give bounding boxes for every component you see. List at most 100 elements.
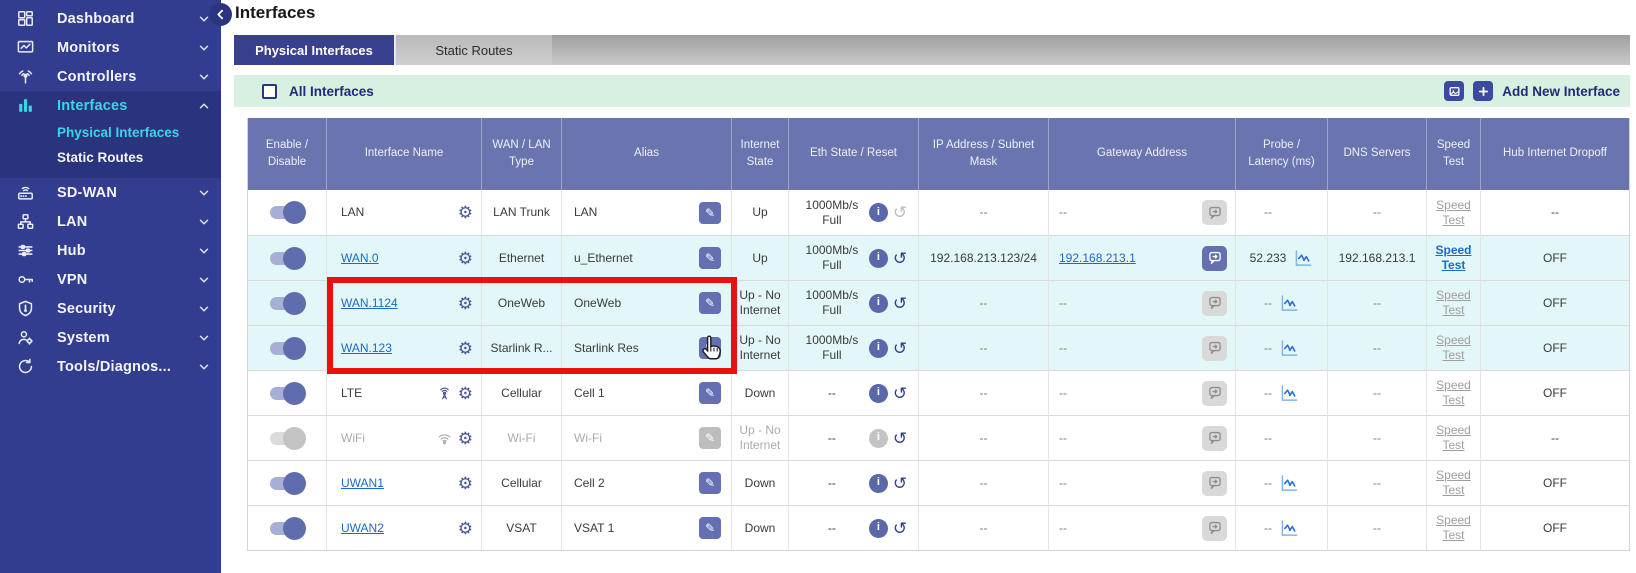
- enable-disable-toggle[interactable]: [270, 297, 303, 310]
- speed-test-link[interactable]: Speed Test: [1434, 423, 1474, 453]
- settings-gear-icon[interactable]: ⚙: [458, 520, 473, 537]
- all-interfaces-checkbox[interactable]: [262, 84, 277, 99]
- interface-name[interactable]: WAN.0: [341, 251, 379, 266]
- enable-disable-toggle[interactable]: [270, 252, 303, 265]
- wan-lan-type: Starlink R...: [482, 325, 562, 370]
- reset-icon[interactable]: ↺: [893, 204, 907, 221]
- gateway-ping-button[interactable]: [1202, 471, 1227, 496]
- info-icon[interactable]: i: [869, 294, 888, 313]
- gateway-ping-button[interactable]: [1202, 200, 1227, 225]
- edit-alias-button[interactable]: ✎: [699, 472, 721, 494]
- alias-text: OneWeb: [574, 296, 621, 311]
- speed-test-link[interactable]: Speed Test: [1434, 378, 1474, 408]
- edit-alias-button[interactable]: ✎: [699, 202, 721, 224]
- sidebar-item-interfaces[interactable]: Interfaces: [0, 91, 221, 120]
- interface-name[interactable]: LAN: [341, 205, 364, 220]
- alias-text: Cell 1: [574, 386, 605, 401]
- interface-name[interactable]: WAN.1124: [341, 296, 398, 311]
- speed-test-link[interactable]: Speed Test: [1434, 468, 1474, 498]
- speed-test-link[interactable]: Speed Test: [1434, 243, 1474, 273]
- add-interface-button[interactable]: [1473, 81, 1493, 101]
- card-view-button[interactable]: [1444, 81, 1464, 101]
- reset-icon[interactable]: ↺: [893, 385, 907, 402]
- sidebar-subitem-static-routes[interactable]: Static Routes: [0, 145, 221, 170]
- sidebar-item-tools-diagnos[interactable]: Tools/Diagnos...: [0, 352, 221, 381]
- latency-chart-icon[interactable]: [1280, 385, 1299, 402]
- speed-test-link[interactable]: Speed Test: [1434, 333, 1474, 363]
- settings-gear-icon[interactable]: ⚙: [458, 385, 473, 402]
- interface-name[interactable]: WiFi: [341, 431, 365, 446]
- speed-test-link[interactable]: Speed Test: [1434, 288, 1474, 318]
- settings-gear-icon[interactable]: ⚙: [458, 250, 473, 267]
- sidebar-item-controllers[interactable]: Controllers: [0, 62, 221, 91]
- settings-gear-icon[interactable]: ⚙: [458, 295, 473, 312]
- eth-state-text: 1000Mb/s Full: [800, 198, 864, 228]
- sidebar-item-monitors[interactable]: Monitors: [0, 33, 221, 62]
- sidebar-item-dashboard[interactable]: Dashboard: [0, 4, 221, 33]
- sidebar-collapse-button[interactable]: [209, 3, 232, 26]
- tab-static-routes[interactable]: Static Routes: [394, 35, 552, 65]
- col-wan-lan-type: WAN / LAN Type: [482, 118, 562, 190]
- speed-test-link[interactable]: Speed Test: [1434, 198, 1474, 228]
- interface-name[interactable]: UWAN1: [341, 476, 384, 491]
- edit-alias-button[interactable]: ✎: [699, 382, 721, 404]
- interfaces-table: Enable / Disable Interface Name WAN / LA…: [247, 118, 1630, 551]
- interface-name[interactable]: LTE: [341, 386, 362, 401]
- edit-alias-button[interactable]: ✎: [699, 292, 721, 314]
- table-row: UWAN2 ⚙ VSAT VSAT 1 ✎ Down -- i ↺ -- -- …: [248, 505, 1629, 550]
- info-icon[interactable]: i: [869, 384, 888, 403]
- info-icon[interactable]: i: [869, 519, 888, 538]
- interface-name[interactable]: WAN.123: [341, 341, 392, 356]
- speed-test-link[interactable]: Speed Test: [1434, 513, 1474, 543]
- gateway-ping-button[interactable]: [1202, 336, 1227, 361]
- sidebar-item-security[interactable]: Security: [0, 294, 221, 323]
- latency-chart-icon[interactable]: [1294, 250, 1313, 267]
- settings-gear-icon[interactable]: ⚙: [458, 475, 473, 492]
- gateway-ping-button[interactable]: [1202, 291, 1227, 316]
- edit-alias-button[interactable]: ✎: [699, 517, 721, 539]
- sidebar-subitem-physical-interfaces[interactable]: Physical Interfaces: [0, 120, 221, 145]
- reset-icon[interactable]: ↺: [893, 520, 907, 537]
- enable-disable-toggle[interactable]: [270, 522, 303, 535]
- enable-disable-toggle[interactable]: [270, 206, 303, 219]
- info-icon[interactable]: i: [869, 203, 888, 222]
- settings-gear-icon[interactable]: ⚙: [458, 430, 473, 447]
- info-icon[interactable]: i: [869, 249, 888, 268]
- gateway-ping-button[interactable]: [1202, 381, 1227, 406]
- info-icon[interactable]: i: [869, 474, 888, 493]
- ip-subnet-text: --: [919, 325, 1049, 370]
- sidebar-item-lan[interactable]: LAN: [0, 207, 221, 236]
- sidebar-item-hub[interactable]: Hub: [0, 236, 221, 265]
- latency-chart-icon[interactable]: [1280, 475, 1299, 492]
- edit-alias-button[interactable]: ✎: [699, 427, 721, 449]
- gateway-ping-button[interactable]: [1202, 246, 1227, 271]
- enable-disable-toggle[interactable]: [270, 432, 303, 445]
- add-new-interface-label[interactable]: Add New Interface: [1502, 84, 1620, 99]
- info-icon[interactable]: i: [869, 339, 888, 358]
- sidebar-item-sd-wan[interactable]: SD-WAN: [0, 178, 221, 207]
- gateway-ping-button[interactable]: [1202, 516, 1227, 541]
- gateway-ping-button[interactable]: [1202, 426, 1227, 451]
- enable-disable-toggle[interactable]: [270, 342, 303, 355]
- enable-disable-toggle[interactable]: [270, 387, 303, 400]
- latency-chart-icon[interactable]: [1280, 340, 1299, 357]
- wifi-icon: [437, 431, 452, 446]
- reset-icon[interactable]: ↺: [893, 340, 907, 357]
- wan-lan-type: Cellular: [482, 460, 562, 505]
- reset-icon[interactable]: ↺: [893, 475, 907, 492]
- reset-icon[interactable]: ↺: [893, 430, 907, 447]
- latency-chart-icon[interactable]: [1280, 520, 1299, 537]
- info-icon[interactable]: i: [869, 429, 888, 448]
- enable-disable-toggle[interactable]: [270, 477, 303, 490]
- interface-name[interactable]: UWAN2: [341, 521, 384, 536]
- sidebar-item-vpn[interactable]: VPN: [0, 265, 221, 294]
- latency-chart-icon[interactable]: [1280, 295, 1299, 312]
- settings-gear-icon[interactable]: ⚙: [458, 204, 473, 221]
- edit-alias-button[interactable]: ✎: [699, 337, 721, 359]
- sidebar-item-system[interactable]: System: [0, 323, 221, 352]
- settings-gear-icon[interactable]: ⚙: [458, 340, 473, 357]
- reset-icon[interactable]: ↺: [893, 295, 907, 312]
- reset-icon[interactable]: ↺: [893, 250, 907, 267]
- tab-physical-interfaces[interactable]: Physical Interfaces: [234, 35, 394, 65]
- edit-alias-button[interactable]: ✎: [699, 247, 721, 269]
